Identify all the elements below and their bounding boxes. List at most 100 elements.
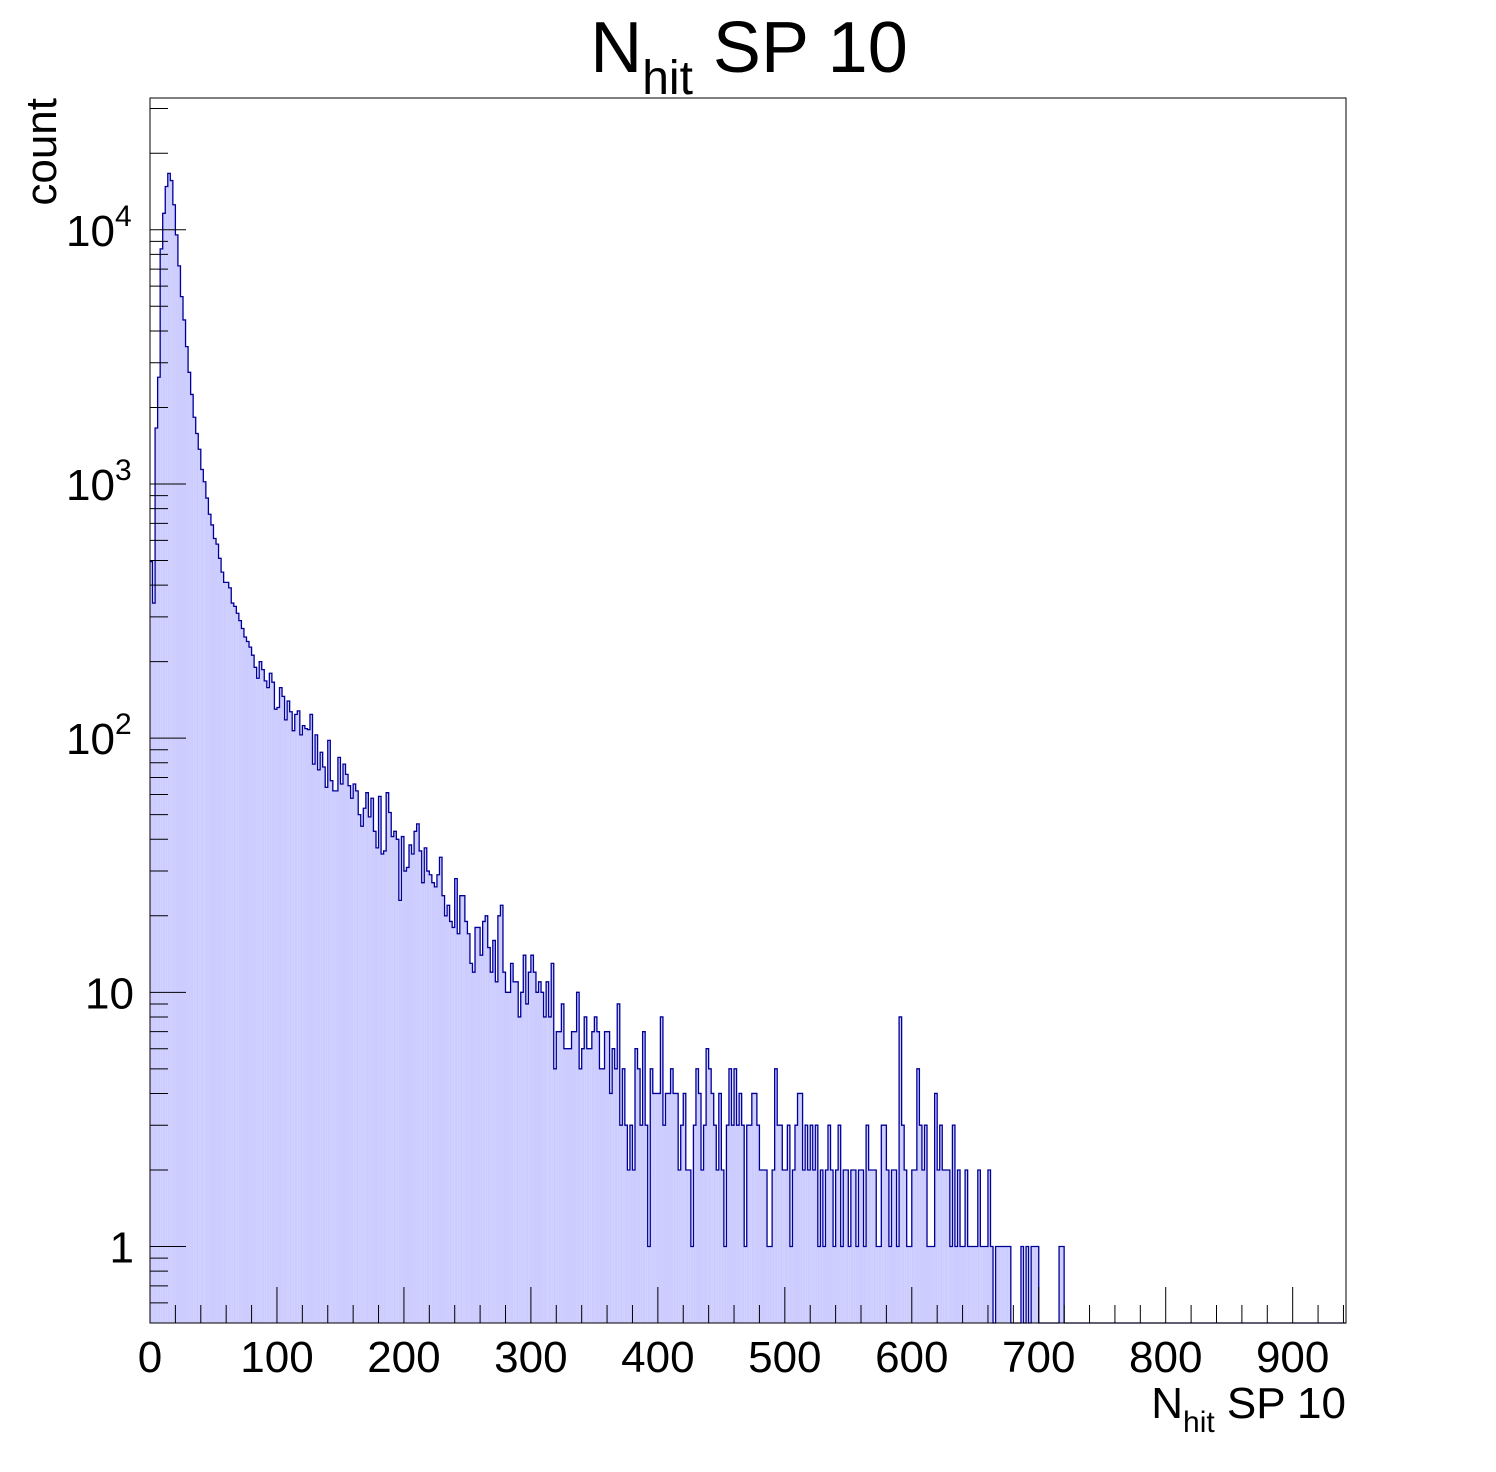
histogram-bin: [754, 1093, 757, 1323]
histogram-bin: [848, 1246, 851, 1323]
histogram-bin: [934, 1093, 938, 1323]
histogram-bin: [523, 955, 526, 1323]
histogram-bin: [411, 854, 415, 1323]
histogram-bin: [703, 1125, 707, 1323]
histogram-bin: [355, 790, 359, 1323]
histogram-bin: [967, 1246, 971, 1323]
histogram-bin: [183, 319, 186, 1323]
histogram-bin: [1026, 1246, 1029, 1323]
histogram-bin: [332, 790, 336, 1323]
histogram-bin: [937, 1169, 940, 1323]
chart-title-main: N: [590, 8, 642, 88]
histogram-bin: [401, 836, 404, 1323]
histogram-bin: [376, 847, 379, 1323]
histogram-bin: [271, 682, 275, 1323]
histogram-bin: [662, 1125, 666, 1323]
histogram-bin: [254, 667, 257, 1323]
histogram-bin: [307, 729, 310, 1323]
histogram-bin: [731, 1125, 735, 1323]
histogram-bin: [586, 1048, 590, 1323]
histogram-bin: [160, 248, 163, 1323]
histogram-bin: [655, 1093, 658, 1323]
histogram-bin: [442, 895, 445, 1323]
histogram-bin: [335, 790, 338, 1323]
histogram-bin: [177, 265, 181, 1323]
histogram-bin: [320, 752, 323, 1323]
histogram-bin: [289, 711, 293, 1323]
y-tick-label: 103: [66, 454, 132, 510]
histogram-bin: [1061, 1246, 1065, 1323]
histogram-bin: [200, 469, 204, 1323]
histogram-bin: [185, 346, 189, 1323]
histogram-bin: [210, 524, 214, 1323]
histogram-bin: [673, 1093, 676, 1323]
histogram-bin: [807, 1169, 811, 1323]
histogram-bin: [409, 844, 412, 1323]
histogram-bin: [645, 1125, 648, 1323]
histogram-bin: [924, 1125, 928, 1323]
histogram-bin: [787, 1125, 790, 1323]
histogram-bin: [609, 1093, 613, 1323]
histogram-bin: [718, 1093, 722, 1323]
histogram-bin: [576, 992, 580, 1323]
histogram-bin: [589, 1048, 592, 1323]
histogram-bin: [558, 1031, 562, 1323]
histogram-bin: [259, 661, 262, 1323]
histogram-bin: [464, 921, 468, 1323]
histogram-bin: [734, 1068, 737, 1323]
histogram-bin: [706, 1048, 709, 1323]
histogram-bin: [635, 1048, 638, 1323]
histogram-bin: [391, 836, 394, 1323]
histogram-bin: [871, 1169, 874, 1323]
histogram-bin: [944, 1169, 948, 1323]
histogram-bin: [794, 1125, 798, 1323]
histogram-bin: [563, 1048, 567, 1323]
histogram-bin: [218, 558, 222, 1323]
histogram-bin: [1020, 1246, 1024, 1323]
chart-title-rest: SP 10: [693, 8, 908, 88]
histogram-bin: [520, 992, 524, 1323]
histogram-bin: [579, 1068, 582, 1323]
histogram-bin: [256, 678, 260, 1323]
histogram-bin: [490, 972, 493, 1323]
histogram-bin: [721, 1169, 724, 1323]
histogram-bin: [495, 981, 498, 1323]
histogram-bin: [927, 1246, 930, 1323]
histogram-bin: [855, 1246, 859, 1323]
histogram-bin: [513, 981, 516, 1323]
histogram-bin: [162, 213, 166, 1323]
x-axis-title-rest: SP 10: [1215, 1379, 1346, 1428]
histogram-bin: [838, 1125, 841, 1323]
histogram-bin: [363, 808, 366, 1323]
histogram-bin: [962, 1246, 966, 1323]
histogram-bin: [990, 1246, 994, 1323]
histogram-bin: [388, 812, 392, 1323]
histogram-bin: [249, 647, 252, 1323]
histogram-bin: [223, 582, 227, 1323]
histogram-bin: [916, 1068, 920, 1323]
histogram-bin: [866, 1125, 869, 1323]
histogram-bin: [614, 1068, 618, 1323]
histogram-bin: [358, 814, 361, 1323]
histogram-bin: [749, 1125, 752, 1323]
histogram-bin: [604, 1031, 608, 1323]
histogram-bin: [650, 1068, 653, 1323]
histogram-bin: [601, 1068, 605, 1323]
histogram-bin: [170, 180, 173, 1323]
histogram-bin: [568, 1048, 572, 1323]
histogram-bin: [688, 1169, 691, 1323]
histogram-bin: [175, 234, 178, 1323]
histogram-bin: [817, 1246, 821, 1323]
histogram-bin: [378, 796, 382, 1323]
histogram-bin: [236, 613, 239, 1323]
histogram-bin: [266, 687, 270, 1323]
histogram-bin: [282, 696, 285, 1323]
histogram-bin: [561, 1003, 564, 1323]
histogram-bin: [472, 972, 476, 1323]
histogram-bin: [292, 730, 295, 1323]
histogram-bin: [711, 1093, 714, 1323]
histogram-bin: [454, 878, 458, 1323]
histogram-bin: [373, 831, 376, 1323]
histogram-bin: [287, 701, 290, 1323]
histogram-bin: [683, 1093, 686, 1323]
